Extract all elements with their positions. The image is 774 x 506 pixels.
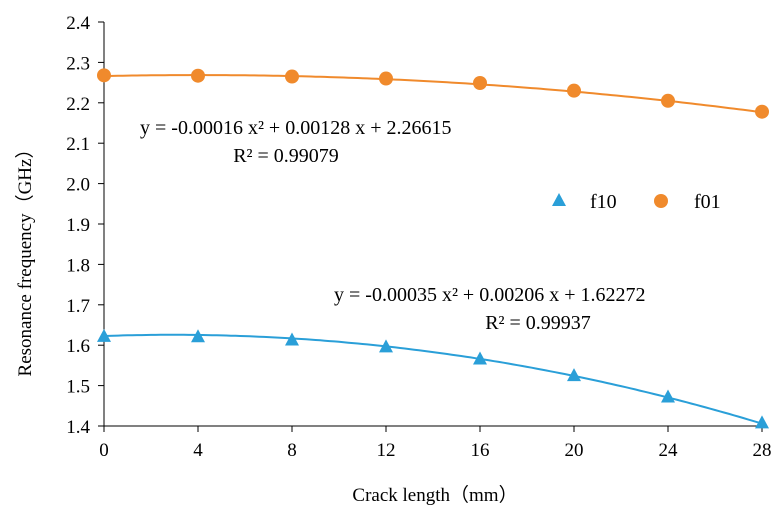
fit-curves (103, 74, 763, 425)
x-tick-label: 16 (471, 440, 490, 461)
y-tick-label: 2.4 (66, 13, 90, 34)
f01-point (285, 69, 299, 84)
f10-point (473, 351, 487, 365)
legend-f10-marker (552, 193, 566, 206)
f10-r2: R² = 0.99937 (485, 312, 591, 334)
y-tick-label: 1.4 (66, 417, 90, 438)
legend-f01-marker (654, 194, 668, 208)
f10-fit-curve (103, 333, 763, 425)
x-tick-label: 8 (287, 440, 297, 461)
f10-point (755, 415, 769, 429)
x-tick-label: 12 (377, 440, 396, 461)
f10-point (567, 368, 581, 382)
legend: f10 f01 (552, 191, 721, 213)
y-tick-label: 1.7 (66, 296, 90, 317)
f01-equation: y = -0.00016 x² + 0.00128 x + 2.26615 (140, 117, 452, 139)
y-tick-label: 1.6 (66, 336, 90, 357)
f01-point (97, 68, 111, 83)
axes (98, 21, 763, 432)
legend-f10-label: f10 (590, 191, 617, 213)
x-tick-label: 0 (99, 440, 109, 461)
f01-point (755, 104, 769, 119)
y-tick-label: 2.3 (66, 53, 90, 74)
y-tick-label: 1.9 (66, 215, 90, 236)
tick-labels: 1.4 1.5 1.6 1.7 1.8 1.9 2.0 2.1 2.2 2.3 2.4 0 4 8 12 16… (66, 13, 771, 461)
f10-equation: y = -0.00035 x² + 0.00206 x + 1.62272 (334, 284, 646, 306)
f01-fit-curve (103, 74, 763, 114)
f01-point (191, 68, 205, 83)
f01-point (661, 93, 675, 108)
f10-point (191, 329, 205, 343)
y-tick-label: 2.2 (66, 94, 90, 115)
data-points (97, 68, 769, 429)
f01-r2: R² = 0.99079 (233, 145, 339, 167)
x-tick-label: 20 (565, 440, 584, 461)
f10-point (285, 332, 299, 346)
x-axis-label: Crack length（mm） (352, 484, 517, 506)
x-tick-label: 24 (659, 440, 679, 461)
y-tick-label: 1.5 (66, 377, 90, 398)
x-tick-label: 4 (193, 440, 203, 461)
f01-point (567, 83, 581, 98)
y-axis-label: Resonance frequency（GHz） (14, 140, 36, 377)
y-tick-label: 2.1 (66, 134, 90, 155)
f01-point (379, 71, 393, 86)
y-tick-label: 1.8 (66, 255, 90, 276)
f10-point (379, 339, 393, 353)
f10-point (97, 328, 111, 342)
f10-point (661, 389, 675, 403)
legend-f01-label: f01 (694, 191, 721, 213)
f01-point (473, 76, 487, 91)
x-tick-label: 28 (753, 440, 772, 461)
y-tick-label: 2.0 (66, 175, 90, 196)
